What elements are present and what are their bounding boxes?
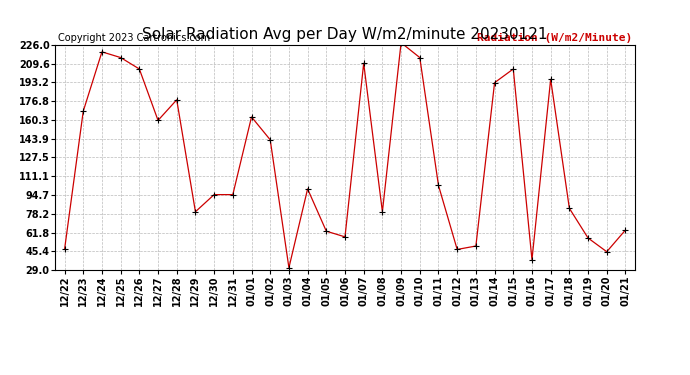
Title: Solar Radiation Avg per Day W/m2/minute 20230121: Solar Radiation Avg per Day W/m2/minute …	[142, 27, 548, 42]
Text: Radiation (W/m2/Minute): Radiation (W/m2/Minute)	[477, 33, 632, 43]
Text: Copyright 2023 Cartronics.com: Copyright 2023 Cartronics.com	[58, 33, 210, 43]
